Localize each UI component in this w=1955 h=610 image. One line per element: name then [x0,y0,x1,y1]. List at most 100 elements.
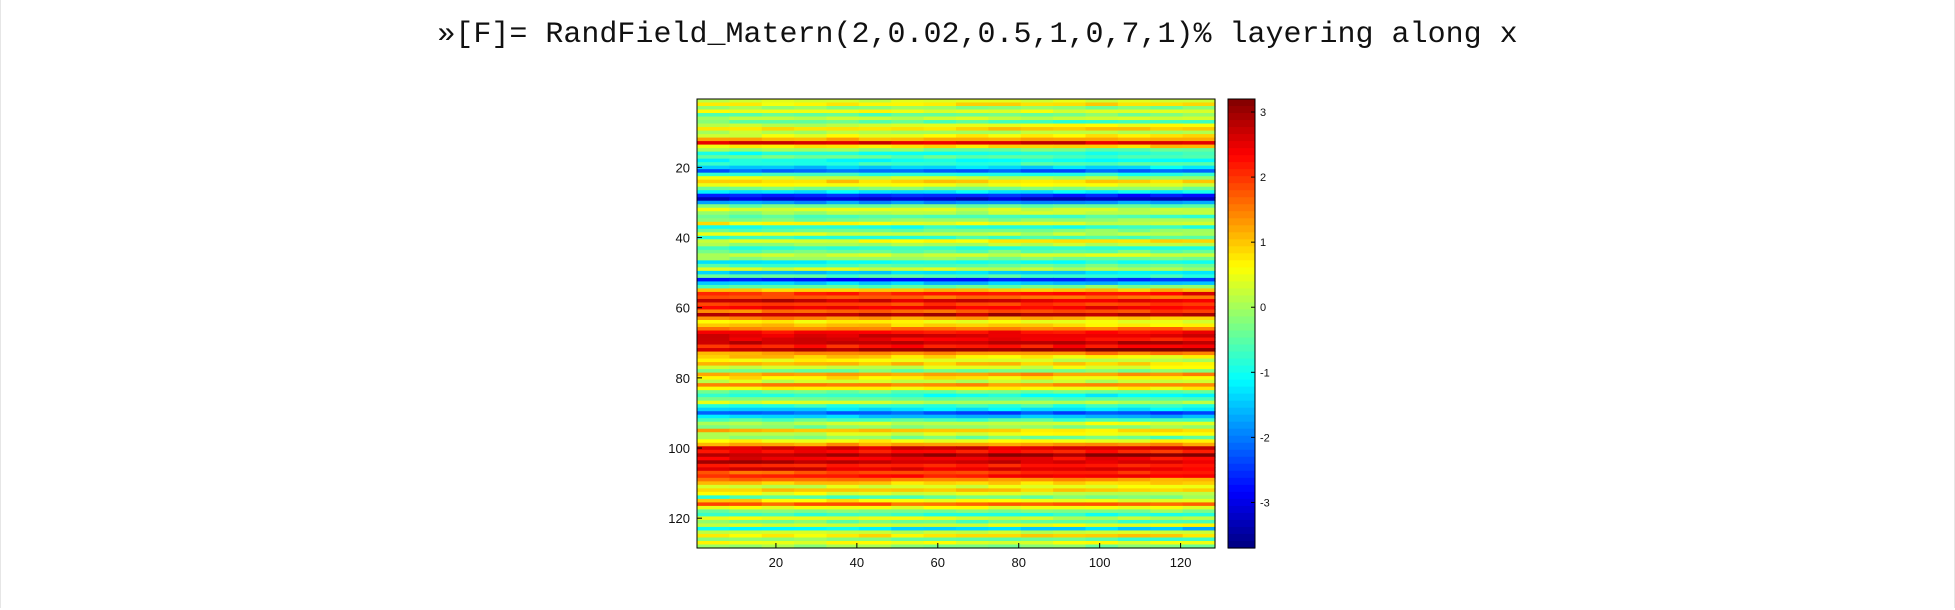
heatmap-cell [1150,309,1184,314]
heatmap-cell [923,327,957,332]
heatmap-cell [891,365,925,370]
heatmap-cell [988,309,1022,314]
heatmap-row [697,109,1216,114]
heatmap-cell [729,435,763,440]
heatmap-row [697,274,1216,279]
heatmap-cell [891,505,925,511]
heatmap-row [697,260,1216,265]
heatmap-cell [826,502,860,507]
heatmap-cell [794,316,828,321]
colorbar-swatch [1228,484,1255,493]
heatmap-cell [729,113,763,118]
heatmap-cell [1150,428,1184,433]
heatmap-cell [988,270,1022,275]
heatmap-cell [729,246,763,251]
heatmap-row [697,137,1216,142]
heatmap-cell [697,509,730,514]
heatmap-row [697,120,1216,125]
heatmap-cell [794,214,828,219]
heatmap-cell [956,358,989,363]
heatmap-cell [729,544,763,549]
heatmap-cell [794,337,828,342]
heatmap-cell [1085,460,1119,465]
heatmap-cell [858,432,892,437]
heatmap-cell [826,407,860,412]
heatmap-cell [956,162,989,167]
heatmap-cell [923,428,957,433]
heatmap-cell [1053,291,1087,297]
heatmap-cell [697,256,730,261]
heatmap-cell [761,386,795,391]
heatmap-cell [923,474,957,479]
heatmap-cell [891,477,925,482]
heatmap-row [697,127,1216,132]
heatmap-cell [1117,158,1151,163]
heatmap-cell [891,453,925,458]
heatmap-cell [826,291,860,297]
heatmap-cell [988,323,1022,328]
heatmap-cell [729,537,763,542]
heatmap-cell [1182,228,1216,233]
heatmap-cell [1117,495,1151,500]
heatmap-cell [826,298,860,304]
heatmap-cell [891,407,925,412]
heatmap-cell [697,523,730,528]
heatmap-cell [1020,312,1054,318]
heatmap-cell [1020,113,1054,118]
heatmap-cell [1020,386,1054,391]
heatmap-cell [1150,505,1184,511]
heatmap-cell [1020,435,1054,440]
heatmap-cell [1150,242,1184,247]
heatmap-cell [1150,316,1184,321]
heatmap-cell [891,291,925,297]
heatmap-cell [1182,312,1216,318]
heatmap-cell [761,99,795,104]
heatmap-cell [697,390,730,395]
colorbar-swatch [1228,323,1255,332]
heatmap-cell [697,274,730,279]
heatmap-cell [826,474,860,479]
heatmap-cell [761,256,795,261]
heatmap-cell [988,512,1022,518]
heatmap-row [697,355,1216,360]
heatmap-cell [858,467,892,472]
heatmap-cell [988,179,1022,184]
heatmap-cell [988,232,1022,237]
heatmap-cell [697,284,730,290]
heatmap-cell [988,386,1022,391]
heatmap-cell [1053,379,1087,384]
heatmap-cell [956,495,989,500]
heatmap-cell [858,526,892,532]
heatmap-cell [858,270,892,275]
heatmap-cell [858,491,892,496]
heatmap-cell [923,309,957,314]
heatmap-row [697,509,1216,514]
heatmap-cell [826,165,860,170]
heatmap-cell [729,120,763,125]
heatmap-cell [1053,407,1087,412]
heatmap-cell [1020,134,1054,139]
heatmap-cell [1020,537,1054,542]
heatmap-cell [891,186,925,191]
heatmap-cell [1085,288,1119,293]
heatmap-cell [729,106,763,111]
heatmap-cell [1053,120,1087,125]
heatmap-cell [1182,277,1216,283]
heatmap-cell [988,204,1022,209]
heatmap-cell [1085,281,1119,286]
heatmap-cell [794,291,828,297]
heatmap-cell [729,418,763,423]
heatmap-cell [761,120,795,125]
heatmap-cell [988,106,1022,111]
heatmap-cell [794,176,828,181]
heatmap-cell [988,439,1022,444]
heatmap-cell [1085,246,1119,251]
heatmap-cell [1150,172,1184,177]
heatmap-cell [858,127,892,132]
heatmap-cell [761,379,795,384]
heatmap-cell [988,169,1022,174]
heatmap-cell [697,116,730,121]
heatmap-cell [891,225,925,230]
heatmap-cell [988,400,1022,405]
heatmap-cell [1117,498,1151,503]
